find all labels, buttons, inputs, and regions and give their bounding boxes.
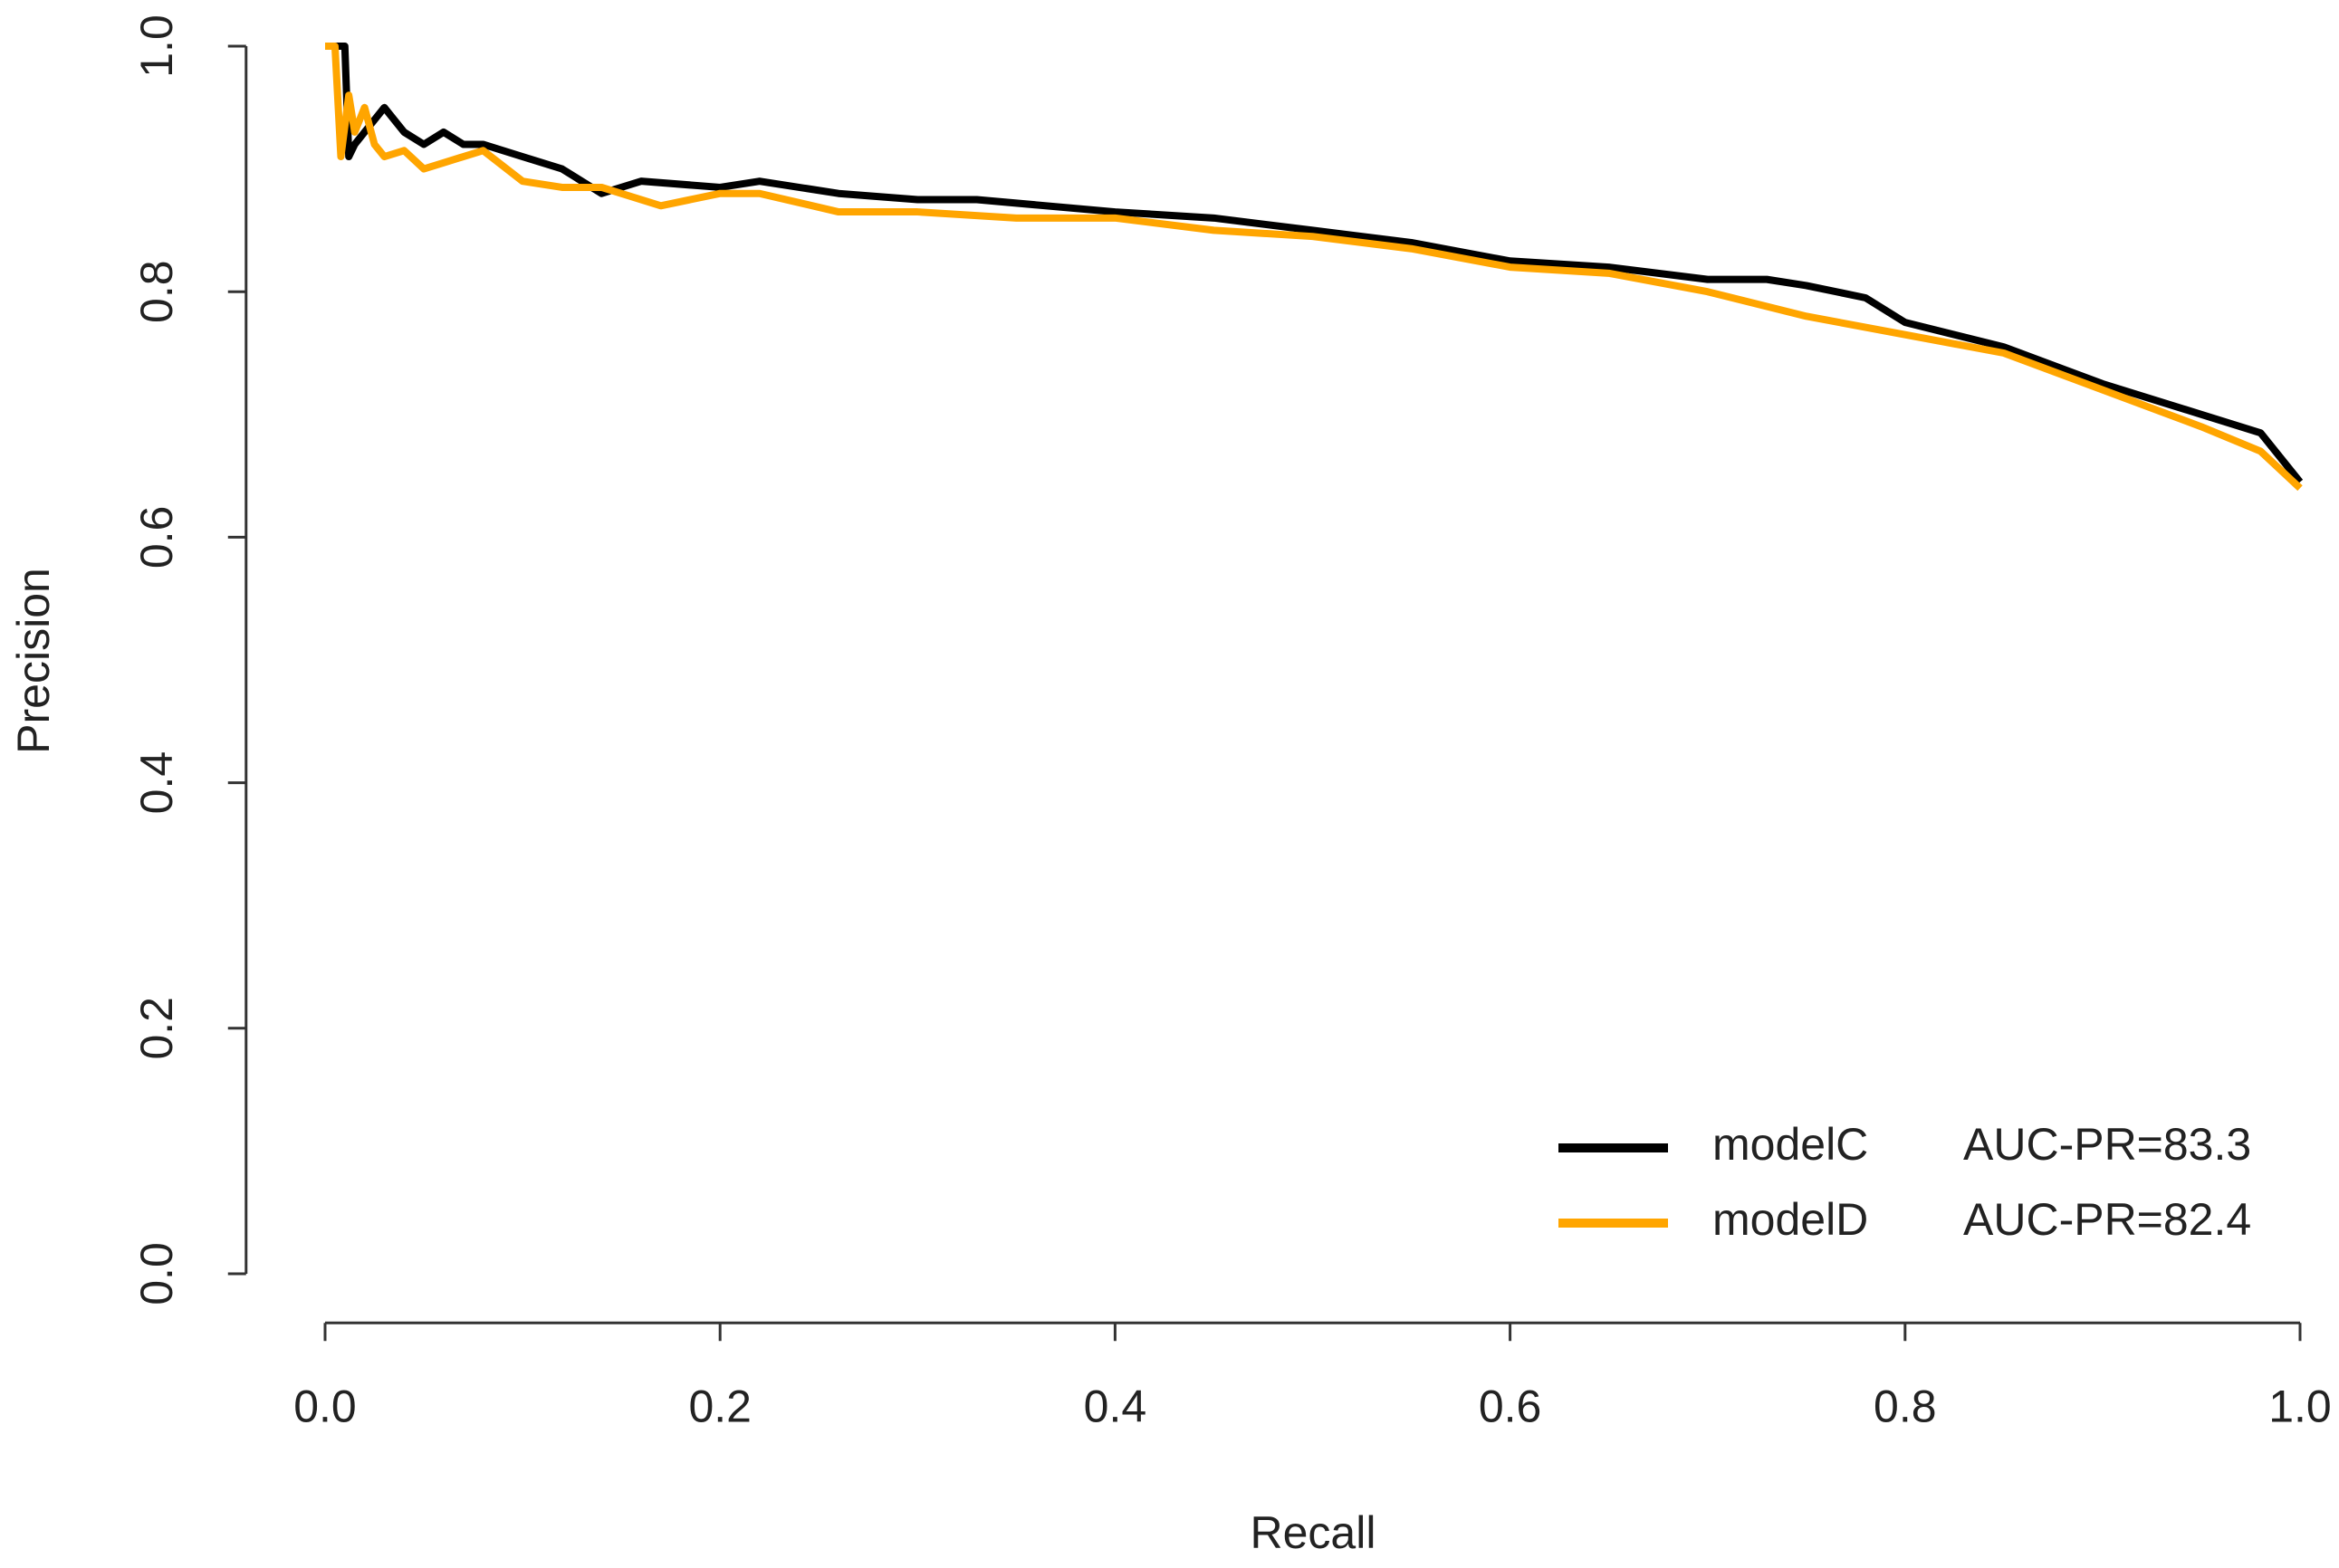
y-tick-label: 1.0: [131, 14, 182, 78]
y-tick-label: 0.8: [131, 260, 182, 323]
x-axis-title: Recall: [1251, 1507, 1376, 1558]
x-tick-label: 0.2: [688, 1381, 752, 1431]
x-tick-label: 0.0: [293, 1381, 357, 1431]
x-tick-label: 0.6: [1479, 1381, 1542, 1431]
y-tick-label: 0.2: [131, 997, 182, 1060]
legend-label: modelD: [1712, 1194, 1868, 1245]
y-tick-label: 0.0: [131, 1242, 182, 1305]
series-line: [325, 43, 2304, 484]
series-line: [325, 43, 2303, 492]
y-tick-label: 0.4: [131, 751, 182, 815]
y-axis-title: Precision: [8, 568, 59, 754]
x-tick-label: 0.8: [1874, 1381, 1937, 1431]
x-tick-label: 1.0: [2268, 1381, 2332, 1431]
x-tick-label: 0.4: [1084, 1381, 1147, 1431]
y-tick-label: 0.6: [131, 506, 182, 569]
legend-auc: AUC-PR=82.4: [1963, 1194, 2251, 1245]
legend-auc: AUC-PR=83.3: [1963, 1119, 2251, 1170]
legend-label: modelC: [1712, 1119, 1868, 1170]
